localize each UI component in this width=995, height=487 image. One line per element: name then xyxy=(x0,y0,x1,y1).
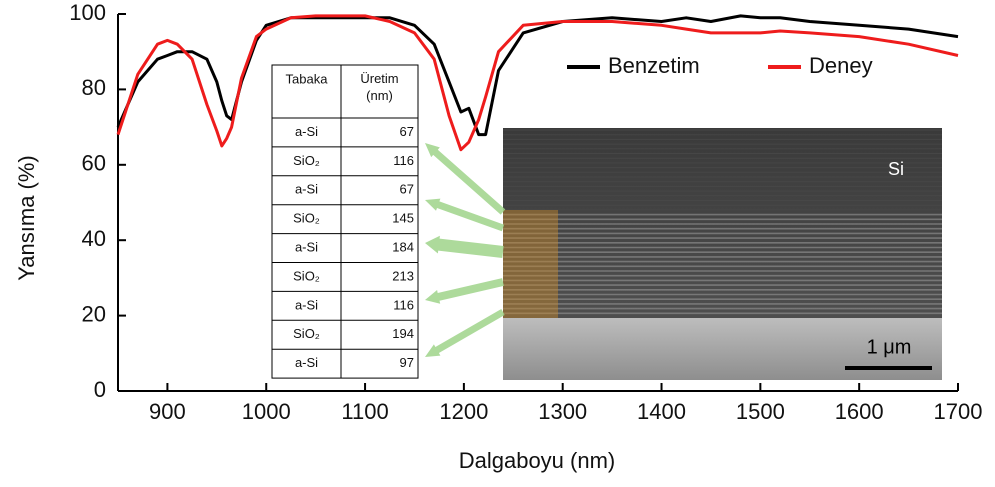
y-axis-label: Yansıma (%) xyxy=(14,155,39,281)
table-cell: SiO₂ xyxy=(293,211,320,226)
table-header: Tabaka xyxy=(286,71,329,86)
y-tick-label: 60 xyxy=(82,151,106,176)
table-cell: 213 xyxy=(392,268,414,283)
table-cell: SiO₂ xyxy=(293,268,320,283)
legend-label: Deney xyxy=(809,53,873,78)
x-tick-label: 1000 xyxy=(242,399,291,424)
x-axis-label: Dalgaboyu (nm) xyxy=(459,448,616,473)
y-tick-label: 40 xyxy=(82,226,106,251)
scale-bar-label: 1 μm xyxy=(867,336,912,358)
table-cell: 67 xyxy=(400,124,414,139)
sem-image: 1 μm Si xyxy=(503,128,942,380)
table-cell: SiO₂ xyxy=(293,153,320,168)
x-tick-label: 1400 xyxy=(637,399,686,424)
legend-label: Benzetim xyxy=(608,53,700,78)
arrow xyxy=(425,236,504,258)
table-cell: 184 xyxy=(392,239,414,254)
y-tick-label: 0 xyxy=(94,377,106,402)
arrow xyxy=(425,309,505,357)
x-tick-label: 1500 xyxy=(736,399,785,424)
arrow xyxy=(425,278,504,304)
table-cell: 145 xyxy=(392,211,414,226)
table-cell: a-Si xyxy=(295,355,318,370)
table-cell: a-Si xyxy=(295,297,318,312)
table-cell: 116 xyxy=(393,297,414,312)
table-cell: 67 xyxy=(400,182,414,197)
y-tick-label: 20 xyxy=(82,301,106,326)
table-cell: a-Si xyxy=(295,239,318,254)
arrows xyxy=(425,143,505,357)
table-cell: a-Si xyxy=(295,182,318,197)
table-cell: a-Si xyxy=(295,124,318,139)
table-cell: 194 xyxy=(392,326,414,341)
x-tick-label: 1300 xyxy=(538,399,587,424)
table-cell: 116 xyxy=(393,153,414,168)
table-cell: 97 xyxy=(400,355,414,370)
x-tick-label: 1700 xyxy=(934,399,983,424)
table-cell: SiO₂ xyxy=(293,326,320,341)
x-tick-label: 900 xyxy=(149,399,186,424)
x-tick-label: 1200 xyxy=(439,399,488,424)
chart: 1 μm Si Dalgaboyu (nm) Yansıma (%) 0 20 40… xyxy=(0,0,995,482)
x-tick-label: 1600 xyxy=(835,399,884,424)
material-label: Si xyxy=(888,159,904,179)
y-tick-label: 80 xyxy=(82,75,106,100)
y-tick-label: 100 xyxy=(69,0,106,25)
x-tick-label: 1100 xyxy=(341,399,388,424)
